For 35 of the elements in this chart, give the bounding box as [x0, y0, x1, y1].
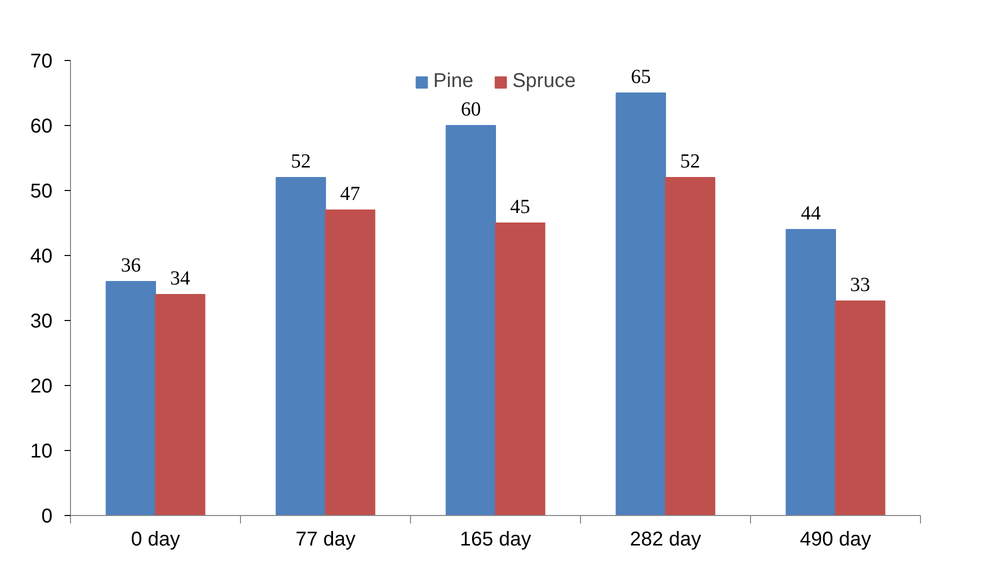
data-label: 45	[510, 196, 530, 218]
y-tick-label: 50	[30, 180, 53, 202]
bar	[155, 294, 206, 516]
bar	[665, 177, 716, 516]
bar	[446, 125, 496, 516]
bar	[495, 222, 546, 516]
data-label: 60	[460, 98, 481, 120]
legend-label: Pine	[433, 70, 474, 93]
x-tick-label: 0 day	[131, 528, 180, 550]
x-tick-label: 165 day	[460, 528, 532, 550]
x-tick-label: 77 day	[295, 528, 356, 550]
x-tick-label: 282 day	[630, 528, 702, 550]
x-tick-label: 490 day	[800, 528, 872, 550]
bar	[106, 281, 156, 516]
data-label: 52	[290, 150, 311, 172]
bar	[616, 92, 666, 516]
bar	[786, 229, 836, 516]
y-tick-label: 20	[30, 376, 53, 398]
bar	[835, 300, 886, 516]
data-label: 47	[340, 183, 360, 205]
y-tick-label: 60	[30, 116, 53, 138]
data-label: 52	[680, 150, 700, 172]
data-label: 33	[850, 274, 870, 296]
y-tick-label: 10	[30, 440, 53, 462]
y-tick-label: 70	[30, 50, 53, 72]
bar	[325, 210, 376, 516]
data-label: 36	[120, 254, 141, 276]
data-label: 34	[170, 268, 190, 290]
legend-label: Spruce	[512, 70, 576, 93]
y-tick-label: 0	[41, 506, 52, 528]
data-label: 44	[800, 202, 821, 224]
y-tick-label: 40	[30, 246, 53, 268]
data-label: 65	[630, 66, 651, 88]
bar	[276, 177, 326, 516]
y-tick-label: 30	[30, 310, 53, 332]
